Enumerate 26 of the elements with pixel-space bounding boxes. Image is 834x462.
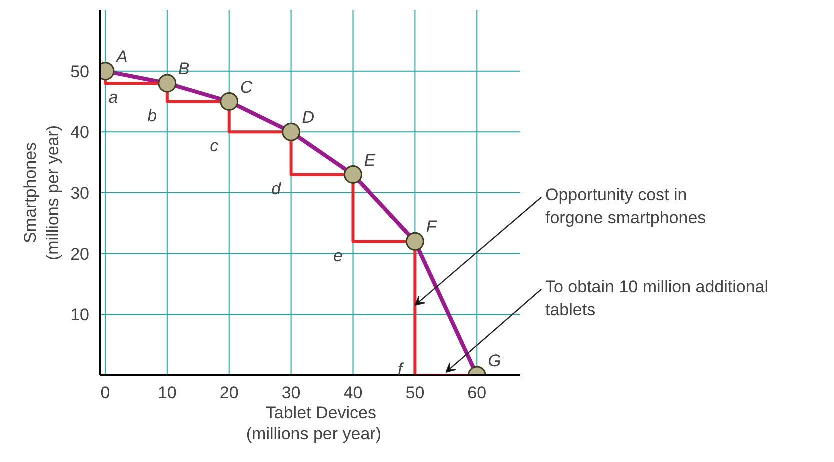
x-tick-label: 20 — [220, 384, 239, 402]
annotation: A — [115, 47, 128, 66]
x-tick-label: 60 — [468, 384, 487, 402]
y-tick-label: 50 — [70, 62, 90, 82]
x-tick-label: 30 — [282, 384, 301, 402]
annotation: C — [240, 78, 254, 97]
y-tick-label: 30 — [70, 184, 90, 203]
annotation: f — [398, 360, 405, 379]
annotation: a — [108, 88, 118, 107]
y-tick-label: 40 — [70, 123, 90, 142]
annotation: D — [302, 108, 315, 128]
annotation: b — [148, 106, 158, 126]
x-tick-label: 50 — [406, 384, 425, 402]
annotation: G — [488, 352, 502, 370]
y-tick-label: 20 — [70, 244, 90, 264]
x-axis-title: Tablet Devices (millions per year) — [246, 404, 382, 444]
x-tick-label: 0 — [100, 384, 110, 402]
x-tick-label: 40 — [344, 384, 363, 402]
y-axis-title: Smartphones (millions per year) — [20, 125, 63, 261]
x-tick-label: 10 — [158, 384, 177, 402]
annotation: E — [364, 150, 376, 170]
annotation: F — [426, 218, 438, 237]
annotation: Opportunity cost in forgone smartphones — [546, 186, 706, 228]
annotation: c — [210, 136, 220, 156]
y-tick-label: 10 — [70, 306, 90, 325]
annotation: To obtain 10 million additional tablets — [546, 278, 769, 320]
